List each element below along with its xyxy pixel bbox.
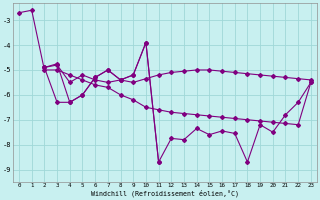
X-axis label: Windchill (Refroidissement éolien,°C): Windchill (Refroidissement éolien,°C): [91, 190, 239, 197]
